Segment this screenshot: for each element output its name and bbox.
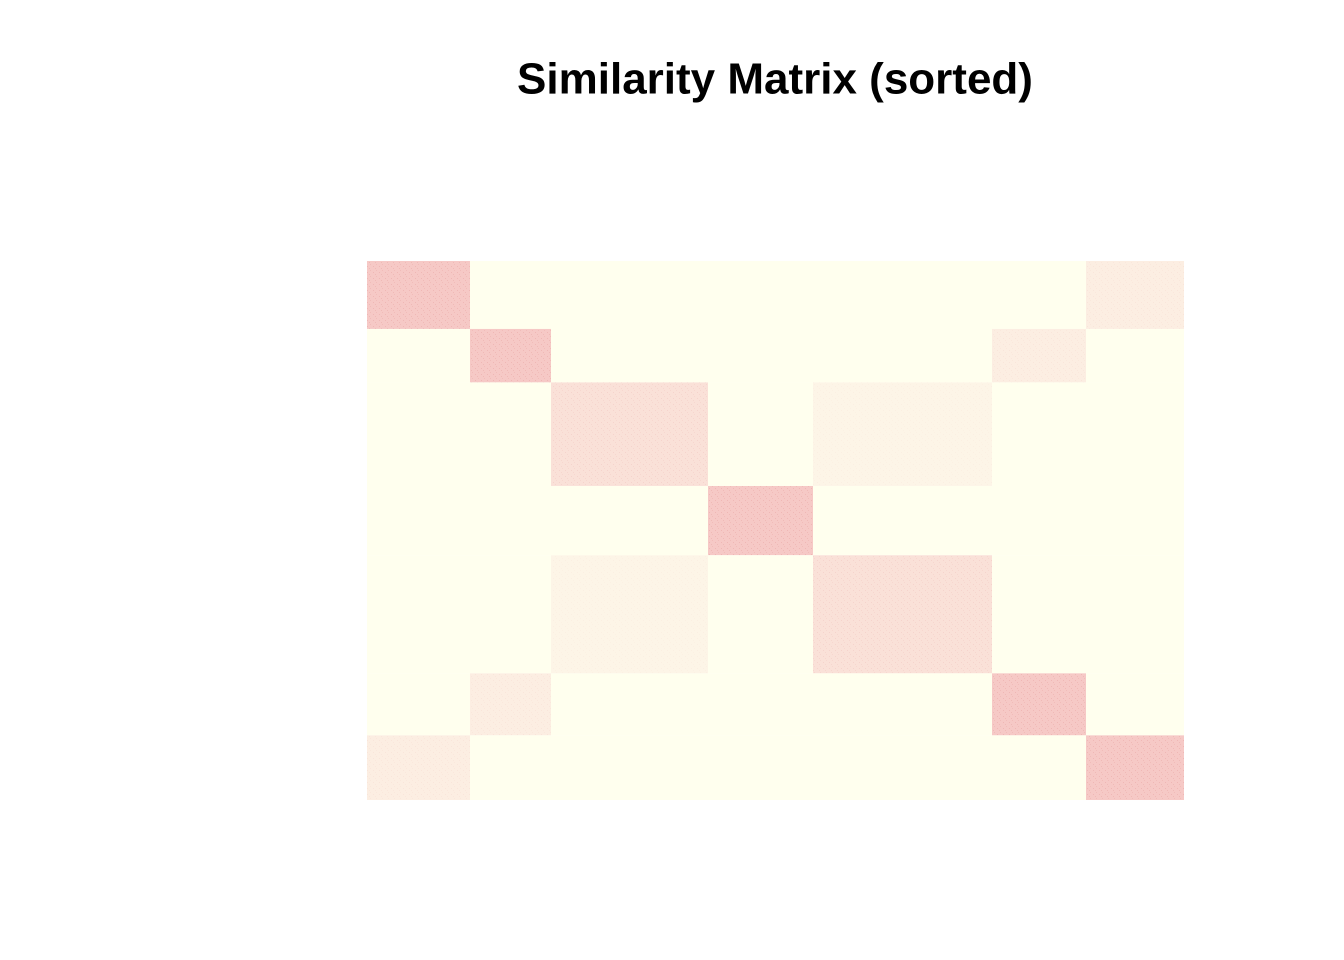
heatmap-cell [708,673,813,736]
heatmap-cell [992,261,1086,329]
cell-texture [551,382,708,486]
cell-texture [813,382,992,486]
heatmap-cell [992,485,1086,556]
heatmap-cell [367,328,470,383]
cell-texture [1086,735,1184,800]
cell-texture [992,673,1086,736]
heatmap-cell [551,735,708,800]
cell-texture [813,555,992,674]
heatmap-cell [551,673,708,736]
heatmap-cell [708,382,813,486]
heatmap-cell [708,261,813,329]
heatmap-cell [1086,382,1184,486]
heatmap-cell [551,328,708,383]
heatmap-cell [992,735,1086,800]
heatmap-cell [813,673,992,736]
heatmap-cell [708,735,813,800]
chart-title: Similarity Matrix (sorted) [517,55,1033,104]
cell-texture [367,735,470,800]
cell-texture [470,328,551,383]
heatmap-cell [992,555,1086,674]
heatmap-cell [470,261,551,329]
heatmap-cell [708,328,813,383]
heatmap-cell [470,382,551,486]
heatmap-cell [813,735,992,800]
heatmap-cell [1086,673,1184,736]
heatmap-cell [551,261,708,329]
heatmap-cell [708,555,813,674]
heatmap-cell [367,673,470,736]
cell-texture [992,328,1086,383]
heatmap-cell [1086,328,1184,383]
heatmap-cell [470,735,551,800]
heatmap-cell [1086,555,1184,674]
heatmap-cell [1086,485,1184,556]
heatmap-cell [551,485,708,556]
heatmap-cell [813,261,992,329]
cell-texture [551,555,708,674]
cell-texture [708,485,813,556]
cell-texture [367,261,470,329]
heatmap-cell [470,555,551,674]
heatmap-cell [367,485,470,556]
heatmap-cell [367,555,470,674]
cell-texture [470,673,551,736]
heatmap [367,261,1184,800]
heatmap-cell [813,485,992,556]
cell-texture [1086,261,1184,329]
heatmap-cell [367,382,470,486]
heatmap-cell [992,382,1086,486]
heatmap-cell [813,328,992,383]
heatmap-cell [470,485,551,556]
